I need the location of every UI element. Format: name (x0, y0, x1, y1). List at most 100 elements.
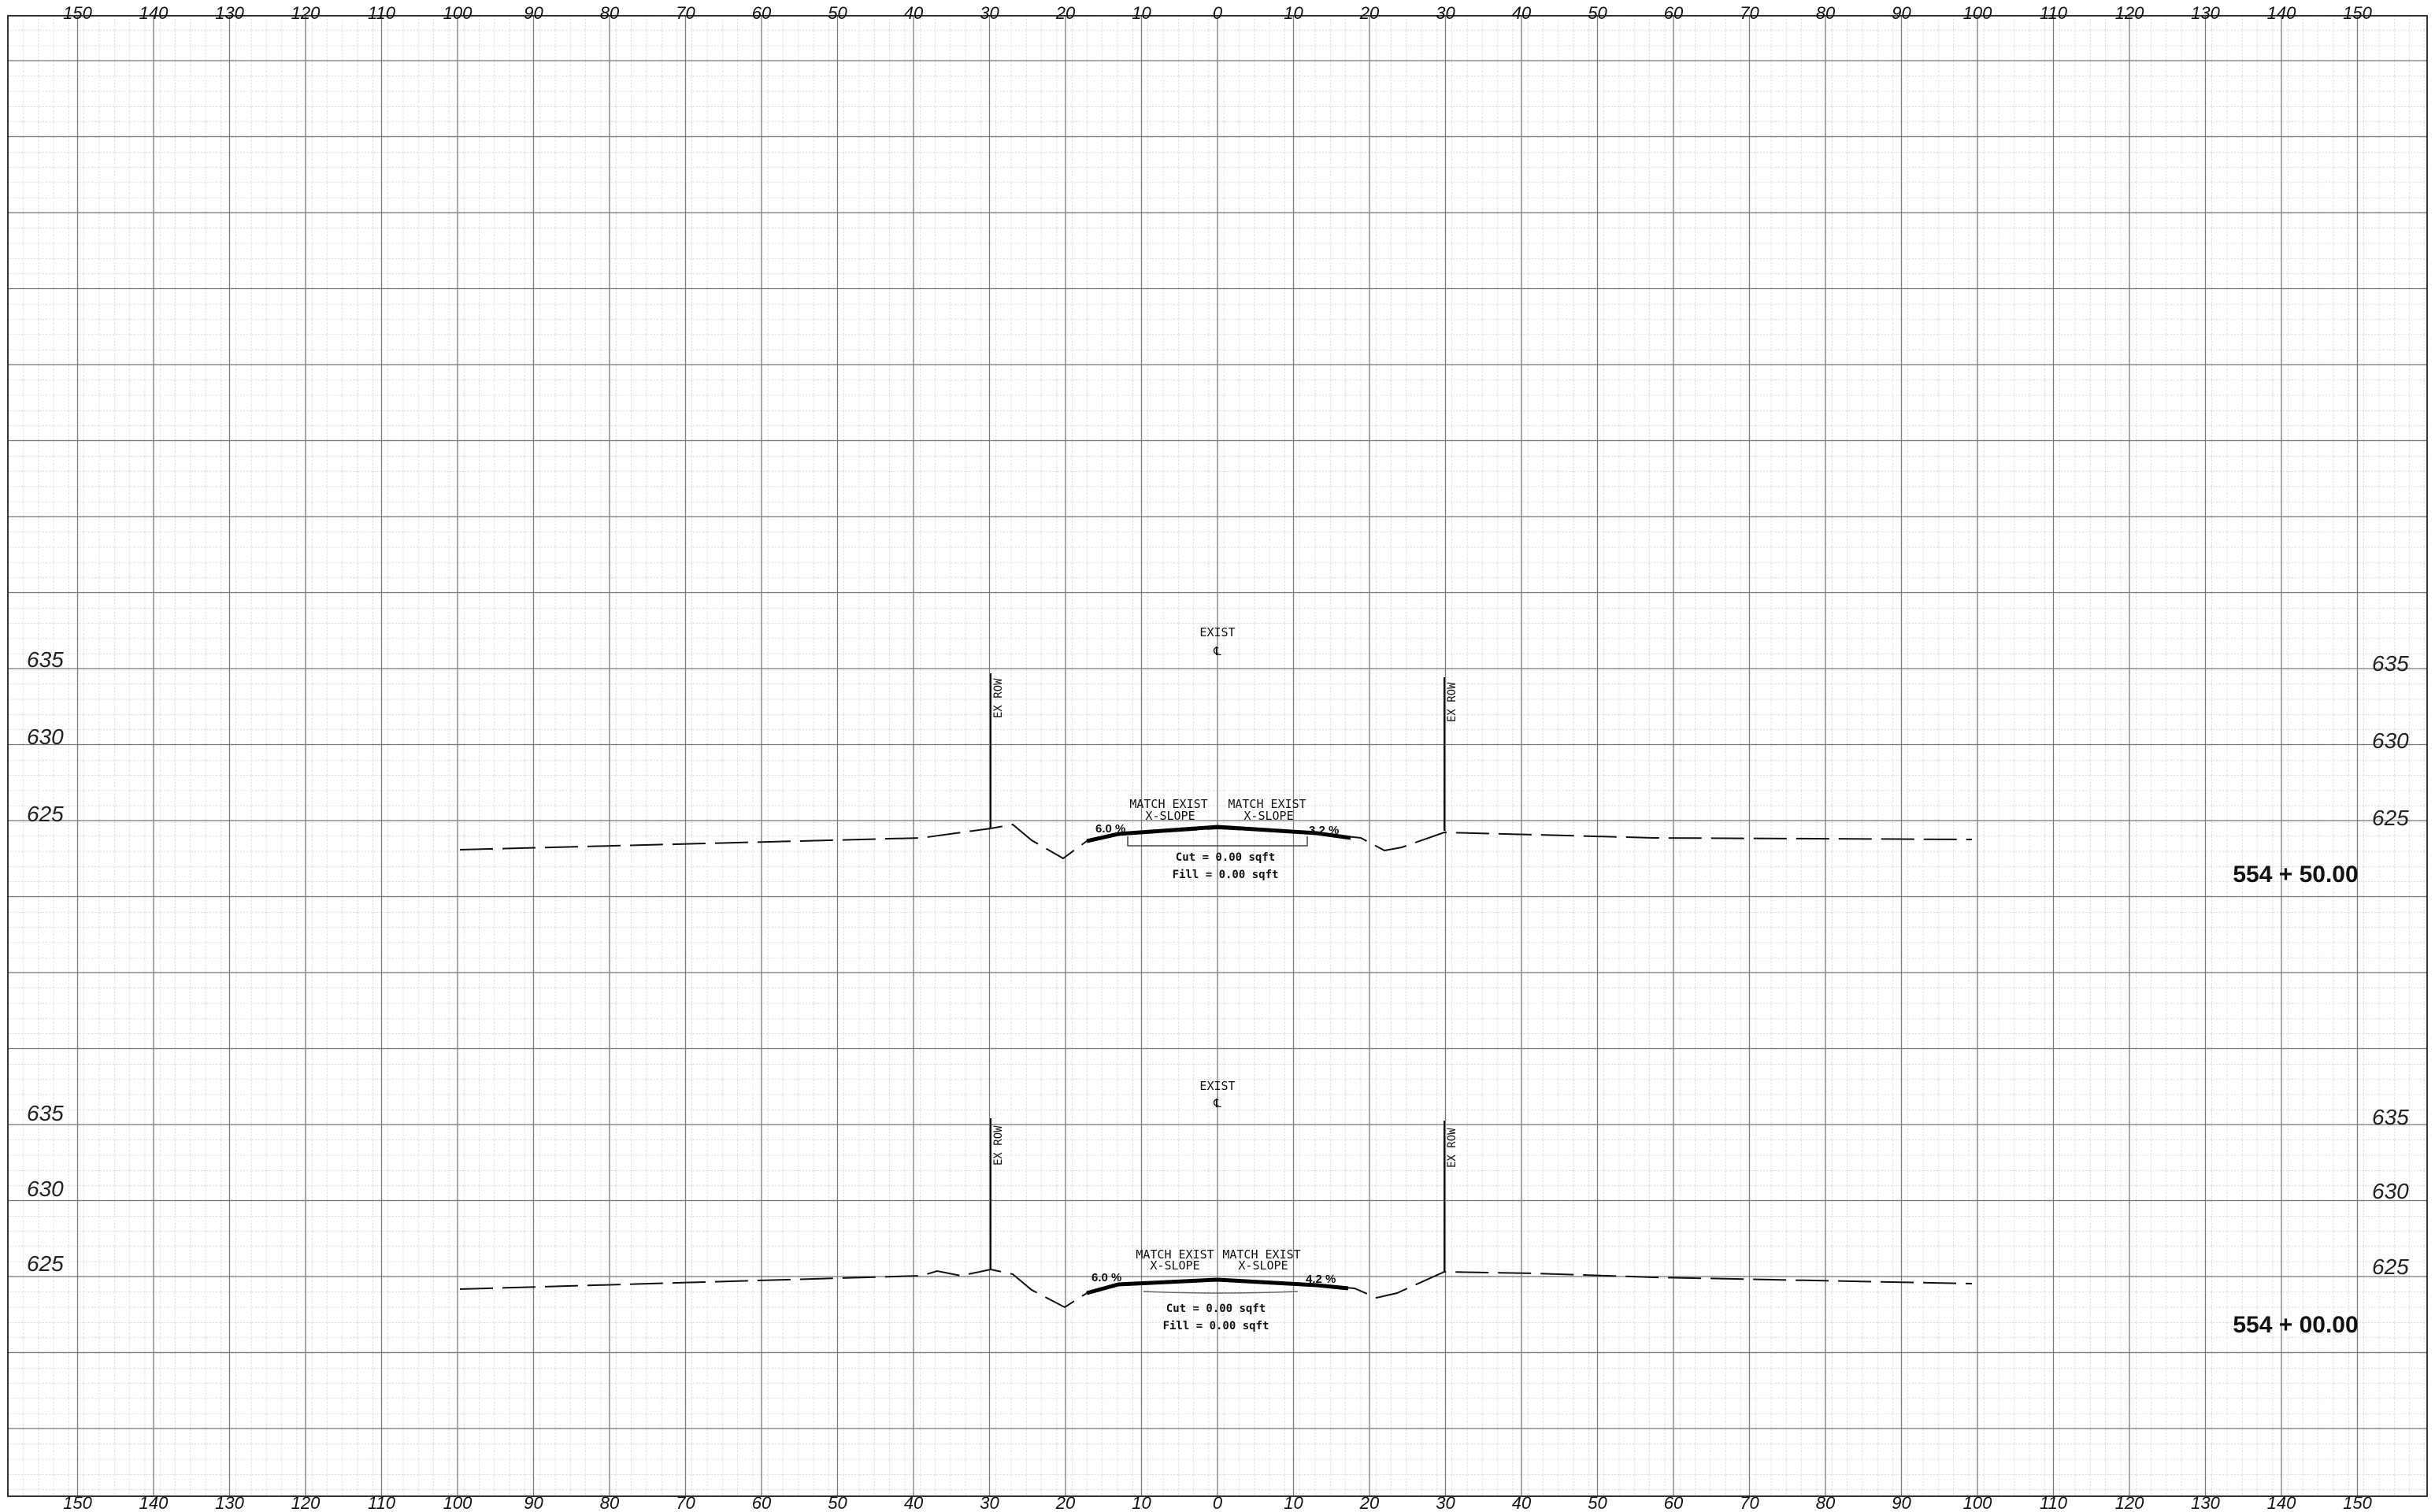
offset-scale-label: 80 (600, 3, 620, 23)
fill-quantity: Fill = 0.00 sqft (1163, 1320, 1269, 1332)
row-label-left: EX ROW (992, 678, 1005, 718)
offset-scale-label: 120 (2115, 3, 2144, 23)
cut-quantity: Cut = 0.00 sqft (1166, 1303, 1266, 1315)
offset-scale-label: 130 (2191, 1493, 2220, 1512)
offset-scale-label: 30 (1436, 3, 1455, 23)
centerline-symbol: ℄ (1213, 1096, 1221, 1110)
proposed-surface (1086, 1277, 1349, 1295)
offset-scale-label: 110 (2040, 3, 2068, 23)
row-label-right: EX ROW (1446, 682, 1458, 722)
offset-scale-label: 150 (2343, 3, 2372, 23)
right-note-line2: X-SLOPE (1243, 809, 1293, 823)
elevation-label-635-right: 635 (2372, 1105, 2409, 1129)
offset-scale-label: 130 (215, 3, 244, 23)
fill-quantity: Fill = 0.00 sqft (1173, 869, 1279, 881)
centerline-label: EXIST (1199, 625, 1235, 639)
left-note-line2: X-SLOPE (1150, 1258, 1199, 1273)
pavement-box (1127, 836, 1308, 847)
right-note-line1: MATCH EXIST (1222, 1247, 1300, 1262)
centerline-label: EXIST (1199, 1079, 1235, 1093)
offset-scale-label: 10 (1284, 1493, 1303, 1512)
offset-scale-label: 90 (1892, 3, 1911, 23)
offset-scale-label: 10 (1132, 3, 1151, 23)
offset-scale-label: 10 (1284, 3, 1303, 23)
offset-scale-label: 90 (524, 3, 543, 23)
offset-scale-label: 30 (980, 3, 999, 23)
left-note-line2: X-SLOPE (1145, 809, 1195, 823)
offset-scale-label: 50 (1588, 1493, 1607, 1512)
existing-ground-line (459, 1268, 1973, 1309)
row-label-left: EX ROW (992, 1125, 1005, 1166)
offset-scale-label: 80 (1816, 1493, 1836, 1512)
elevation-label-635-left: 635 (27, 1101, 64, 1125)
offset-scale-label: 100 (1963, 3, 1992, 23)
offset-scale-label: 130 (215, 1493, 244, 1512)
offset-scale-label: 110 (368, 3, 396, 23)
offset-scale-label: 100 (443, 3, 473, 23)
elevation-label-630-right: 630 (2372, 728, 2409, 753)
offset-scale-label: 30 (1436, 1493, 1455, 1512)
offset-scale-label: 50 (828, 3, 847, 23)
offset-scale-label: 60 (752, 1493, 772, 1512)
left-note-line1: MATCH EXIST (1129, 797, 1207, 811)
right-slope-label: 3.2 % (1309, 824, 1339, 837)
offset-scale-label: 80 (1816, 3, 1836, 23)
offset-scale-label: 10 (1132, 1493, 1151, 1512)
offset-scale-label: 70 (676, 1493, 695, 1512)
cut-quantity: Cut = 0.00 sqft (1176, 851, 1275, 864)
offset-scale-label: 130 (2191, 3, 2220, 23)
offset-scale-label: 90 (524, 1493, 543, 1512)
station-label: 554 + 00.00 (2233, 1312, 2358, 1338)
offset-scale-label: 120 (291, 1493, 321, 1512)
offset-scale-label: 110 (368, 1493, 396, 1512)
top-offset-scale: 150 140 130 120 110 100 90 80 70 60 50 40 30 20 10 0 10 2… (63, 3, 2372, 23)
left-slope-label: 6.0 % (1095, 822, 1125, 836)
offset-scale-label: 70 (1740, 3, 1759, 23)
offset-scale-label: 60 (752, 3, 772, 23)
offset-scale-label: 100 (443, 1493, 473, 1512)
left-slope-label: 6.0 % (1091, 1271, 1121, 1284)
elevation-label-635-right: 635 (2372, 651, 2409, 676)
centerline-symbol: ℄ (1213, 644, 1221, 658)
sheet-border (7, 15, 2428, 1497)
offset-scale-label: 150 (63, 3, 92, 23)
offset-scale-label: 70 (1740, 1493, 1759, 1512)
elevation-label-625-left: 625 (27, 1251, 64, 1276)
offset-scale-label: 120 (291, 3, 321, 23)
right-note-line2: X-SLOPE (1238, 1258, 1288, 1273)
cross-section-554-00: 635 630 625 635 630 625 EXIST ℄ EX ROW E… (27, 1079, 2409, 1338)
row-label-right: EX ROW (1446, 1128, 1458, 1168)
proposed-surface (1086, 825, 1351, 843)
offset-scale-label: 0 (1213, 1493, 1223, 1512)
offset-scale-label: 40 (904, 1493, 924, 1512)
offset-scale-label: 110 (2040, 1493, 2068, 1512)
elevation-label-630-left: 630 (27, 1177, 64, 1201)
offset-scale-label: 120 (2115, 1493, 2144, 1512)
offset-scale-label: 20 (1359, 1493, 1380, 1512)
right-slope-label: 4.2 % (1306, 1273, 1336, 1286)
offset-scale-label: 20 (1055, 3, 1076, 23)
offset-scale-label: 40 (1512, 1493, 1532, 1512)
offset-scale-label: 70 (676, 3, 695, 23)
offset-scale-label: 30 (980, 1493, 999, 1512)
offset-scale-label: 80 (600, 1493, 620, 1512)
offset-scale-label: 60 (1664, 1493, 1684, 1512)
cross-section-554-50: 635 630 625 635 630 625 EXIST ℄ EX ROW E… (27, 625, 2409, 888)
offset-scale-label: 90 (1892, 1493, 1911, 1512)
elevation-label-625-right: 625 (2372, 806, 2409, 830)
offset-scale-label: 20 (1055, 1493, 1076, 1512)
offset-scale-label: 100 (1963, 1493, 1992, 1512)
elevation-label-625-left: 625 (27, 802, 64, 826)
offset-scale-label: 140 (139, 3, 169, 23)
elevation-label-625-right: 625 (2372, 1254, 2409, 1279)
offset-scale-label: 50 (1588, 3, 1607, 23)
left-note-line1: MATCH EXIST (1136, 1247, 1214, 1262)
offset-scale-label: 50 (828, 1493, 847, 1512)
right-note-line1: MATCH EXIST (1228, 797, 1306, 811)
offset-scale-label: 150 (2343, 1493, 2372, 1512)
offset-scale-label: 140 (2267, 1493, 2296, 1512)
offset-scale-label: 150 (63, 1493, 92, 1512)
offset-scale-label: 40 (1512, 3, 1532, 23)
elevation-label-630-left: 630 (27, 724, 64, 749)
